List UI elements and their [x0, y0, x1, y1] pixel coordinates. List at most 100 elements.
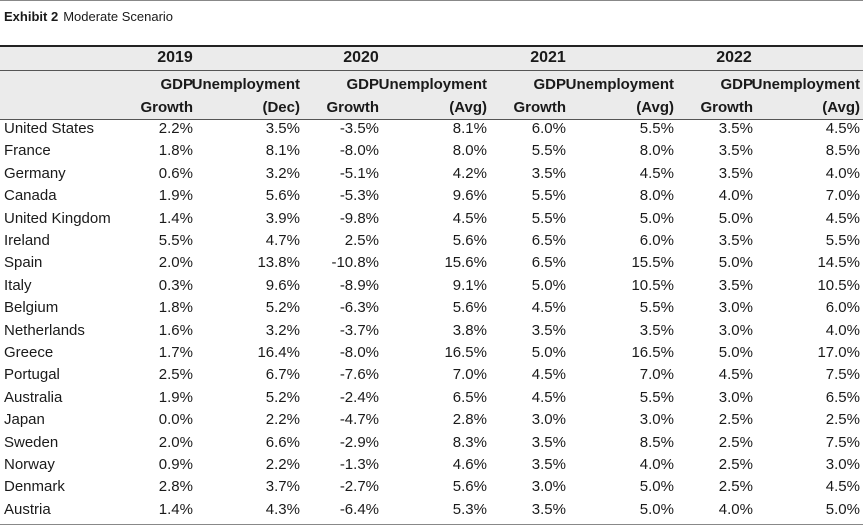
value-cell: 2.2% — [158, 120, 193, 137]
header-band — [0, 46, 863, 120]
value-cell: -8.0% — [339, 344, 379, 361]
country-name: Ireland — [4, 232, 50, 249]
value-cell: 2.0% — [158, 433, 193, 451]
value-cell: 10.5% — [631, 276, 674, 294]
value-cell: 3.5% — [718, 276, 753, 294]
value-cell: 4.5% — [639, 164, 674, 182]
value-cell: -10.8% — [331, 254, 379, 272]
value-cell: 7.0% — [452, 366, 487, 384]
table-row: Greece 1.7% 16.4% -8.0% 16.5% 5.0% 16.5% 5.0% 17… — [0, 344, 863, 366]
value-cell: 6.0% — [639, 232, 674, 249]
value-cell: 17.0% — [817, 344, 860, 361]
table-row: Germany 0.6% 3.2% -5.1% 4.2% 3.5% 4.5% 3.5% 4.0% — [0, 165, 863, 187]
value-cell: 5.5% — [639, 299, 674, 317]
country-name: Australia — [4, 388, 63, 406]
value-cell: 3.0% — [531, 478, 566, 496]
value-cell: 4.5% — [531, 299, 566, 317]
header-year-rule — [0, 70, 863, 71]
country-name: Canada — [4, 187, 57, 205]
value-cell: 6.5% — [825, 388, 860, 406]
value-cell: -7.6% — [339, 366, 379, 384]
table-row: Portugal 2.5% 6.7% -7.6% 7.0% 4.5% 7.0% 4.5% 7.5… — [0, 366, 863, 388]
value-cell: 5.2% — [265, 299, 300, 317]
value-cell: -2.9% — [339, 433, 379, 451]
table-row: Spain 2.0% 13.8% -10.8% 15.6% 6.5% 15.5% 5.0% 14… — [0, 254, 863, 276]
table-row: Denmark 2.8% 3.7% -2.7% 5.6% 3.0% 5.0% 2.5% 4.5% — [0, 478, 863, 500]
value-cell: 4.2% — [452, 164, 487, 182]
value-cell: 4.0% — [825, 164, 860, 182]
value-cell: 1.9% — [158, 187, 193, 205]
exhibit-title: Exhibit 2 Moderate Scenario — [4, 9, 173, 24]
table-row: France 1.8% 8.1% -8.0% 8.0% 5.5% 8.0% 3.5% 8.5% — [0, 142, 863, 164]
value-cell: 2.2% — [265, 456, 300, 473]
value-cell: 13.8% — [257, 254, 300, 272]
value-cell: 6.5% — [452, 388, 487, 406]
value-cell: 3.2% — [265, 164, 300, 182]
value-cell: -5.3% — [339, 187, 379, 205]
column-header-3-line2: Growth — [326, 99, 380, 116]
value-cell: 3.0% — [718, 388, 753, 406]
value-cell: -6.3% — [339, 299, 379, 317]
value-cell: 3.5% — [718, 120, 753, 137]
value-cell: 5.0% — [639, 500, 674, 518]
value-cell: 3.0% — [531, 411, 566, 429]
value-cell: 5.0% — [718, 254, 753, 272]
country-name: Japan — [4, 411, 45, 429]
value-cell: 4.5% — [531, 366, 566, 384]
value-cell: 4.5% — [531, 388, 566, 406]
value-cell: 4.3% — [265, 500, 300, 518]
value-cell: 3.0% — [825, 456, 860, 473]
table-row: Sweden 2.0% 6.6% -2.9% 8.3% 3.5% 8.5% 2.5% 7.5% — [0, 434, 863, 456]
value-cell: 5.6% — [452, 478, 487, 496]
value-cell: 8.0% — [452, 142, 487, 160]
value-cell: 0.6% — [158, 164, 193, 182]
country-name: Greece — [4, 344, 54, 361]
table-row: Austria 1.4% 4.3% -6.4% 5.3% 3.5% 5.0% 4.0% 5.0% — [0, 501, 863, 523]
value-cell: -3.5% — [339, 120, 379, 137]
value-cell: -6.4% — [339, 500, 379, 518]
value-cell: 5.0% — [531, 276, 566, 294]
value-cell: 2.5% — [825, 411, 860, 429]
value-cell: 1.7% — [158, 344, 193, 361]
value-cell: 4.5% — [452, 209, 487, 227]
column-header-4-line2: (Avg) — [449, 99, 487, 116]
value-cell: 16.4% — [257, 344, 300, 361]
value-cell: 15.5% — [631, 254, 674, 272]
value-cell: 10.5% — [817, 276, 860, 294]
value-cell: 1.9% — [158, 388, 193, 406]
value-cell: 3.5% — [718, 142, 753, 160]
value-cell: 2.5% — [158, 366, 193, 384]
value-cell: 5.0% — [639, 209, 674, 227]
value-cell: 5.5% — [639, 120, 674, 137]
value-cell: 5.5% — [531, 209, 566, 227]
value-cell: -3.7% — [339, 321, 379, 339]
value-cell: -8.9% — [339, 276, 379, 294]
value-cell: 1.6% — [158, 321, 193, 339]
value-cell: 2.8% — [452, 411, 487, 429]
value-cell: 9.1% — [452, 276, 487, 294]
country-name: Portugal — [4, 366, 60, 384]
value-cell: 8.5% — [825, 142, 860, 160]
value-cell: -9.8% — [339, 209, 379, 227]
value-cell: -5.1% — [339, 164, 379, 182]
value-cell: 15.6% — [444, 254, 487, 272]
value-cell: 6.5% — [531, 232, 566, 249]
value-cell: 3.5% — [639, 321, 674, 339]
country-name: Austria — [4, 500, 51, 518]
country-name: Denmark — [4, 478, 65, 496]
value-cell: 5.0% — [639, 478, 674, 496]
value-cell: 4.0% — [718, 187, 753, 205]
column-header-7-line2: Growth — [700, 99, 754, 116]
value-cell: 4.6% — [452, 456, 487, 473]
value-cell: 0.0% — [158, 411, 193, 429]
value-cell: 3.5% — [531, 433, 566, 451]
table-row: Italy 0.3% 9.6% -8.9% 9.1% 5.0% 10.5% 3.5% 10.5% — [0, 277, 863, 299]
value-cell: 16.5% — [444, 344, 487, 361]
table-bottom-rule — [0, 524, 863, 525]
value-cell: 4.5% — [825, 209, 860, 227]
value-cell: 1.4% — [158, 209, 193, 227]
value-cell: 14.5% — [817, 254, 860, 272]
value-cell: 5.0% — [718, 344, 753, 361]
value-cell: 3.5% — [531, 500, 566, 518]
value-cell: 4.0% — [639, 456, 674, 473]
